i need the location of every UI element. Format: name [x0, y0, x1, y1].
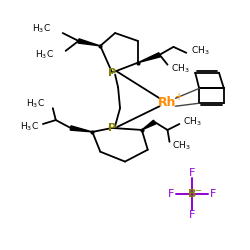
- Text: F: F: [189, 210, 196, 220]
- Text: CH$_3$: CH$_3$: [183, 116, 202, 128]
- Text: P: P: [108, 123, 116, 133]
- Polygon shape: [78, 39, 100, 46]
- Text: F: F: [168, 189, 175, 199]
- Text: −: −: [194, 186, 201, 195]
- Polygon shape: [138, 53, 160, 63]
- Text: P: P: [108, 68, 116, 78]
- Text: H$_3$C: H$_3$C: [26, 98, 45, 110]
- Text: Rh: Rh: [158, 96, 177, 109]
- Text: +: +: [174, 92, 182, 102]
- Text: H$_3$C: H$_3$C: [35, 48, 54, 61]
- Text: CH$_3$: CH$_3$: [172, 62, 190, 75]
- Text: F: F: [210, 189, 216, 199]
- Polygon shape: [142, 120, 156, 130]
- Text: B: B: [188, 189, 196, 199]
- Text: CH$_3$: CH$_3$: [191, 44, 210, 57]
- Text: H$_3$C: H$_3$C: [32, 23, 51, 35]
- Text: F: F: [189, 168, 196, 178]
- Polygon shape: [70, 126, 92, 132]
- Text: H$_3$C: H$_3$C: [20, 121, 39, 133]
- Text: CH$_3$: CH$_3$: [172, 140, 191, 152]
